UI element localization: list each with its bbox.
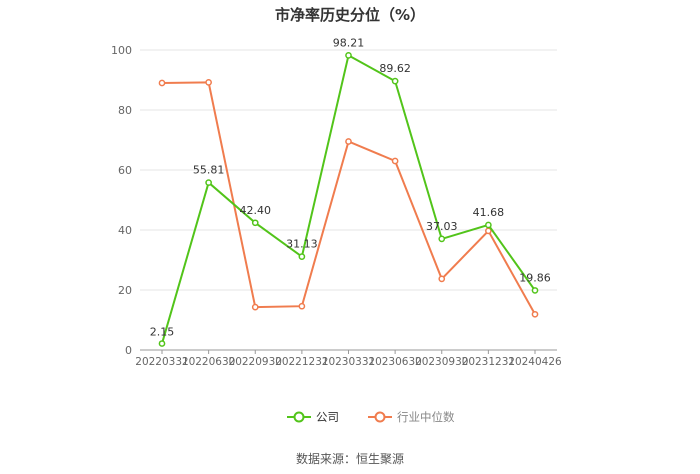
x-tick-label: 20220630: [182, 356, 235, 368]
data-label: 98.21: [333, 36, 365, 49]
x-tick-label: 20240426: [508, 356, 562, 368]
data-point: [345, 138, 352, 145]
data-point: [158, 79, 166, 87]
x-tick-label: 20231231: [462, 356, 515, 368]
data-label: 31.13: [286, 238, 318, 251]
data-point: [205, 79, 212, 86]
legend-label: 行业中位数: [397, 410, 455, 424]
data-source-note: 数据来源：恒生聚源: [295, 452, 404, 466]
legend-marker: [293, 411, 305, 423]
data-label: 42.40: [240, 204, 272, 217]
data-point: [485, 221, 492, 229]
data-label: 41.68: [473, 206, 505, 219]
series-line-company: [161, 53, 536, 344]
y-tick-label: 0: [125, 344, 132, 357]
data-point: [158, 340, 166, 347]
data-label: 37.03: [426, 220, 458, 233]
data-point: [251, 219, 259, 227]
data-label: 55.81: [193, 164, 225, 177]
data-point: [298, 253, 306, 260]
x-tick-label: 20221231: [275, 356, 328, 368]
y-tick-label: 20: [118, 284, 132, 297]
x-tick-label: 20220930: [229, 356, 282, 368]
data-point: [438, 235, 446, 243]
x-tick-label: 20230630: [368, 356, 421, 368]
legend-label: 公司: [316, 410, 339, 424]
data-point: [531, 310, 539, 318]
data-point: [391, 77, 399, 85]
data-point: [251, 303, 259, 311]
series-line-industry: [161, 81, 536, 315]
data-point: [438, 275, 446, 283]
data-label: 19.86: [519, 271, 551, 284]
y-tick-label: 80: [118, 104, 132, 117]
data-label: 89.62: [379, 62, 411, 75]
chart-title: 市净率历史分位（%）: [274, 6, 426, 24]
x-tick-label: 20220331: [135, 356, 188, 368]
y-tick-label: 100: [111, 44, 132, 57]
legend-marker: [374, 411, 386, 423]
x-tick-label: 20230930: [415, 356, 468, 368]
data-point: [391, 157, 399, 165]
x-tick-label: 20230331: [322, 356, 375, 368]
y-tick-label: 40: [118, 224, 132, 237]
data-point: [205, 179, 212, 186]
data-point: [298, 302, 306, 310]
data-point: [531, 287, 539, 294]
y-tick-label: 60: [118, 164, 132, 177]
data-point: [345, 52, 352, 59]
data-label: 2.15: [150, 326, 175, 339]
